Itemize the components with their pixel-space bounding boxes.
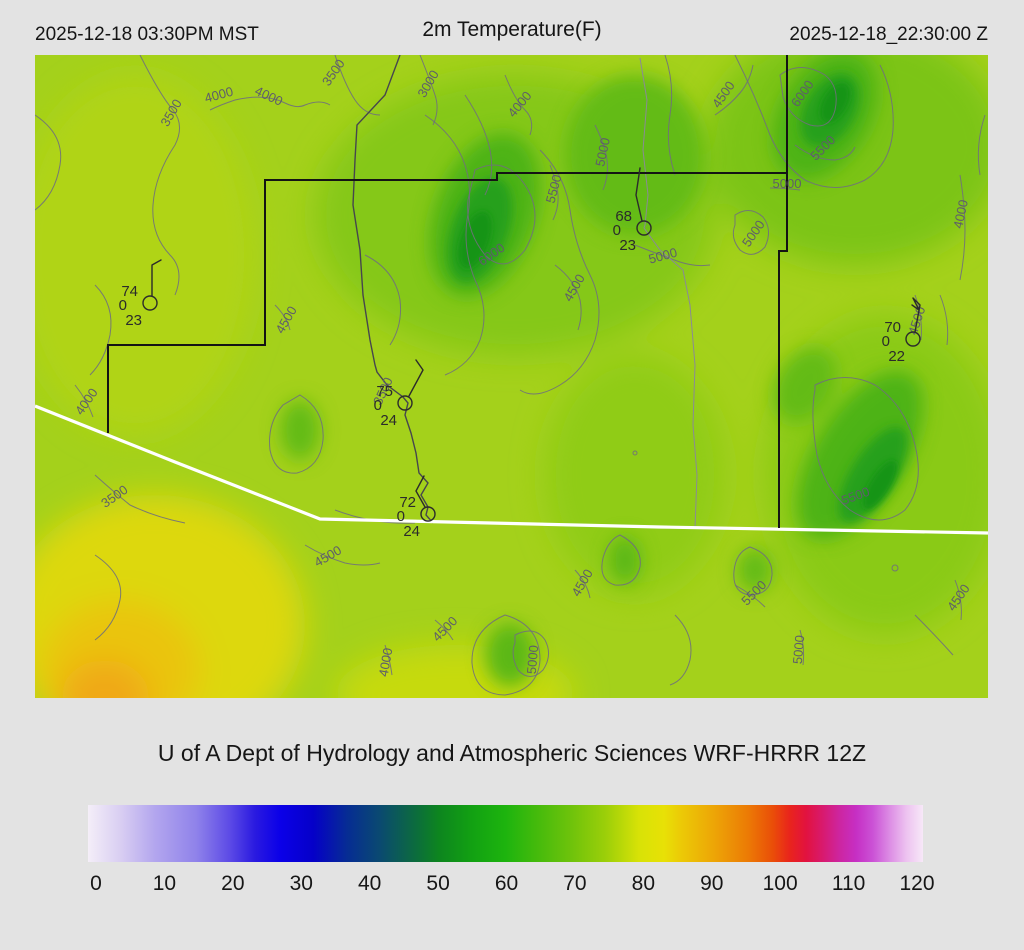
station-circle bbox=[142, 295, 158, 311]
weather-map: 3500 4000 4000 3500 3000 4000 5000 5500 6000 4500… bbox=[35, 55, 988, 698]
colorbar-tick-label: 20 bbox=[221, 872, 245, 895]
contour-elevation-label: 5500 bbox=[543, 173, 565, 205]
contour-elevation-label: 5000 bbox=[647, 245, 679, 267]
colorbar-tick-labels: 0 10 20 30 40 50 60 70 80 90 100 110 120 bbox=[88, 872, 934, 900]
colorbar-tick-label: 50 bbox=[426, 872, 450, 895]
colorbar-tick-label: 30 bbox=[289, 872, 313, 895]
wind-barb bbox=[151, 259, 162, 297]
station-circle bbox=[420, 506, 436, 522]
colorbar-tick-label: 110 bbox=[831, 872, 866, 895]
river-santa-cruz bbox=[352, 55, 434, 524]
contour-elevation-label: 4000 bbox=[203, 84, 235, 106]
station-weather: 0 bbox=[882, 333, 890, 350]
station-temperature: 68 bbox=[615, 208, 632, 225]
valid-time-utc: 2025-12-18_22:30:00 Z bbox=[789, 24, 988, 45]
station-dewpoint: 23 bbox=[125, 312, 142, 329]
contour-elevation-label: 4000 bbox=[376, 647, 396, 678]
contour-elevation-label: 5000 bbox=[524, 645, 541, 675]
station-temperature: 75 bbox=[376, 383, 393, 400]
source-caption: U of A Dept of Hydrology and Atmospheric… bbox=[157, 740, 867, 766]
station-circle bbox=[636, 220, 652, 236]
station-dewpoint: 22 bbox=[888, 348, 905, 365]
station-dewpoint: 23 bbox=[619, 237, 636, 254]
colorbar-tick-label: 10 bbox=[152, 872, 177, 895]
station-weather: 0 bbox=[397, 508, 405, 525]
colorbar-tick-label: 40 bbox=[357, 872, 382, 895]
station-weather: 0 bbox=[613, 222, 621, 239]
river-lines bbox=[352, 55, 698, 529]
station-weather: 0 bbox=[374, 397, 382, 414]
colorbar-tick-label: 90 bbox=[700, 872, 724, 895]
station-circle bbox=[905, 331, 921, 347]
colorbar-tick-label: 100 bbox=[762, 872, 798, 895]
colorbar-tick-label: 60 bbox=[494, 872, 519, 895]
colorbar-tick-label: 80 bbox=[631, 872, 656, 895]
contour-elevation-label: 5000 bbox=[790, 635, 807, 665]
county-border-lines bbox=[107, 55, 788, 528]
station-weather: 0 bbox=[119, 297, 127, 314]
station-temperature: 74 bbox=[121, 283, 138, 300]
contour-elevation-label: 5000 bbox=[773, 176, 802, 191]
contour-elevation-label: 5000 bbox=[592, 136, 613, 167]
station-temperature: 72 bbox=[399, 494, 416, 511]
colorbar-tick-label: 120 bbox=[899, 872, 935, 895]
international-border-line bbox=[35, 404, 988, 535]
contour-elevation-label: 4000 bbox=[950, 198, 971, 229]
station-dewpoint: 24 bbox=[380, 412, 397, 429]
wind-barb bbox=[408, 359, 424, 397]
station-dewpoint: 24 bbox=[403, 523, 420, 540]
wind-barb bbox=[635, 167, 643, 222]
station-circle bbox=[397, 395, 413, 411]
valid-time-local: 2025-12-18 03:30PM MST bbox=[35, 24, 259, 45]
wind-barb bbox=[911, 297, 921, 333]
page-title: 2m Temperature(F) bbox=[422, 18, 602, 41]
colorbar-tick-label: 70 bbox=[563, 872, 587, 895]
river-san-pedro bbox=[639, 57, 698, 529]
colorbar-tick-label: 0 bbox=[90, 872, 102, 895]
station-temperature: 70 bbox=[884, 319, 901, 336]
temperature-colorbar bbox=[88, 805, 923, 862]
wind-barb bbox=[415, 475, 426, 508]
